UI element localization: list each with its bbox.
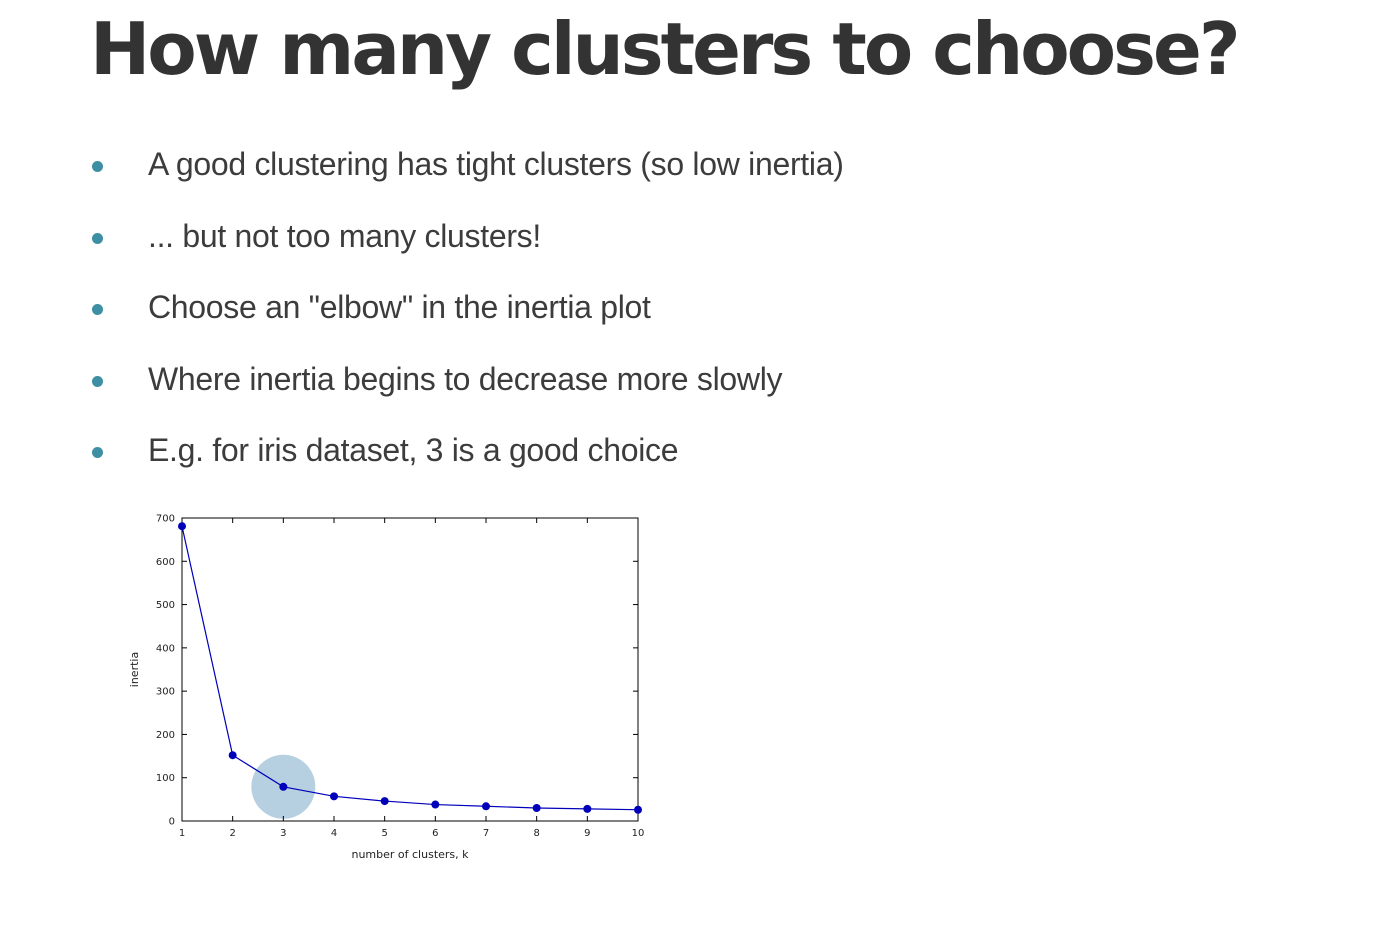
- series-line: [181, 526, 639, 811]
- bullet-text: Choose an "elbow" in the inertia plot: [148, 289, 651, 325]
- y-tick-label: 300: [156, 687, 175, 698]
- bullet-dot-icon: [92, 161, 103, 172]
- data-point: [482, 802, 490, 811]
- x-tick-label: 7: [483, 828, 489, 839]
- x-axis-label: number of clusters, k: [351, 848, 469, 861]
- y-tick-label: 600: [156, 557, 175, 568]
- bullet-dot-icon: [92, 232, 103, 244]
- bullet-text: E.g. for iris dataset, 3 is a good choic…: [148, 432, 679, 468]
- y-tick-label: 500: [156, 600, 175, 611]
- bullet-dot-icon: [92, 447, 103, 458]
- data-point: [532, 804, 541, 813]
- x-tick-label: 5: [381, 828, 387, 839]
- y-tick-label: 700: [156, 514, 175, 525]
- bullet-dot-icon: [92, 375, 103, 387]
- x-tick-label: 9: [584, 828, 590, 839]
- inertia-chart: 1 2 3 4 5 6 7 8 9 10 0 100 200 300 400 500 600 700 number …: [120, 500, 660, 880]
- x-tick-label: 6: [432, 828, 438, 839]
- data-point: [583, 804, 592, 813]
- x-tick-label: 1: [179, 828, 185, 839]
- x-tick-label: 2: [229, 828, 235, 839]
- bullet-dot-icon: [92, 304, 103, 315]
- y-tick-label: 200: [156, 730, 175, 741]
- plot-frame: [181, 517, 639, 822]
- x-tick-label: 4: [331, 828, 337, 839]
- bullet-text: ... but not too many clusters!: [148, 217, 541, 254]
- y-tick-label: 0: [169, 817, 175, 828]
- data-point: [634, 805, 642, 814]
- x-tick-label: 8: [533, 828, 539, 839]
- x-tick-label: 3: [280, 828, 286, 839]
- bullet-text: Where inertia begins to decrease more sl…: [148, 360, 783, 397]
- y-axis-label: inertia: [128, 652, 141, 687]
- data-point: [228, 751, 237, 760]
- data-point: [330, 792, 338, 801]
- x-tick-label: 10: [632, 828, 645, 839]
- data-point: [380, 797, 389, 806]
- bullet-text: A good clustering has tight clusters (so…: [148, 146, 844, 182]
- inertia-chart-svg: 1 2 3 4 5 6 7 8 9 100100200300400500600700number …: [128, 514, 645, 862]
- slide-title: How many clusters to choose?: [90, 7, 1241, 91]
- data-point: [431, 800, 440, 809]
- y-tick-label: 100: [156, 773, 175, 784]
- data-point: [279, 782, 288, 791]
- data-point: [178, 522, 186, 531]
- y-tick-label: 400: [156, 643, 175, 654]
